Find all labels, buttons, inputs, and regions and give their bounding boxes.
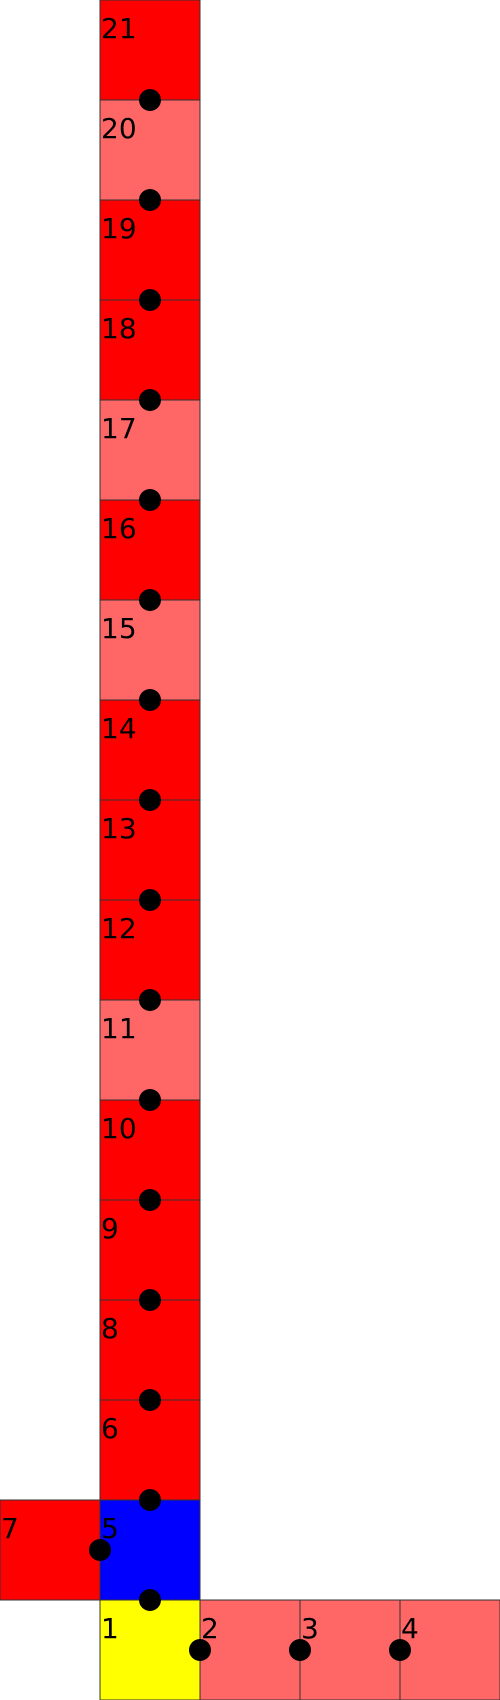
cell-6 bbox=[99, 1399, 201, 1501]
cell-4 bbox=[399, 1599, 500, 1700]
cell-label-15: 15 bbox=[101, 612, 137, 645]
joint-17-18 bbox=[139, 389, 161, 411]
cell-18 bbox=[99, 299, 201, 401]
cell-label-21: 21 bbox=[101, 12, 137, 45]
joint-16-17 bbox=[139, 489, 161, 511]
joint-14-15 bbox=[139, 689, 161, 711]
cell-label-19: 19 bbox=[101, 212, 137, 245]
joint-18-19 bbox=[139, 289, 161, 311]
cell-label-9: 9 bbox=[101, 1212, 119, 1245]
joint-11-12 bbox=[139, 989, 161, 1011]
cell-label-2: 2 bbox=[201, 1612, 219, 1645]
cell-21 bbox=[99, 0, 201, 101]
cell-label-3: 3 bbox=[301, 1612, 319, 1645]
cell-20 bbox=[99, 99, 201, 201]
cell-label-14: 14 bbox=[101, 712, 137, 745]
cell-label-1: 1 bbox=[101, 1612, 119, 1645]
joint-13-14 bbox=[139, 789, 161, 811]
joints-layer bbox=[89, 89, 411, 1661]
joint-9-10 bbox=[139, 1189, 161, 1211]
joint-5-7 bbox=[89, 1539, 111, 1561]
cell-label-13: 13 bbox=[101, 812, 137, 845]
cell-label-16: 16 bbox=[101, 512, 137, 545]
cell-label-12: 12 bbox=[101, 912, 137, 945]
cell-label-10: 10 bbox=[101, 1112, 137, 1145]
cell-label-7: 7 bbox=[1, 1512, 19, 1545]
joint-1-2 bbox=[189, 1639, 211, 1661]
cell-label-17: 17 bbox=[101, 412, 137, 445]
cell-19 bbox=[99, 199, 201, 301]
joint-8-9 bbox=[139, 1289, 161, 1311]
cell-1 bbox=[99, 1599, 201, 1700]
cell-label-5: 5 bbox=[101, 1512, 119, 1545]
cell-label-18: 18 bbox=[101, 312, 137, 345]
joint-3-4 bbox=[389, 1639, 411, 1661]
cell-8 bbox=[99, 1299, 201, 1401]
joint-20-21 bbox=[139, 89, 161, 111]
cell-12 bbox=[99, 899, 201, 1001]
cell-5 bbox=[99, 1499, 201, 1601]
cell-16 bbox=[99, 499, 201, 601]
joint-2-3 bbox=[289, 1639, 311, 1661]
joint-5-6 bbox=[139, 1489, 161, 1511]
cell-11 bbox=[99, 999, 201, 1101]
cell-2 bbox=[199, 1599, 301, 1700]
joint-1-5 bbox=[139, 1589, 161, 1611]
cell-label-8: 8 bbox=[101, 1312, 119, 1345]
cell-10 bbox=[99, 1099, 201, 1201]
cell-14 bbox=[99, 699, 201, 801]
joint-12-13 bbox=[139, 889, 161, 911]
joint-19-20 bbox=[139, 189, 161, 211]
cell-label-4: 4 bbox=[401, 1612, 419, 1645]
joint-15-16 bbox=[139, 589, 161, 611]
cell-label-11: 11 bbox=[101, 1012, 137, 1045]
cell-label-20: 20 bbox=[101, 112, 137, 145]
cell-15 bbox=[99, 599, 201, 701]
cell-label-6: 6 bbox=[101, 1412, 119, 1445]
joint-6-8 bbox=[139, 1389, 161, 1411]
joint-10-11 bbox=[139, 1089, 161, 1111]
cell-13 bbox=[99, 799, 201, 901]
